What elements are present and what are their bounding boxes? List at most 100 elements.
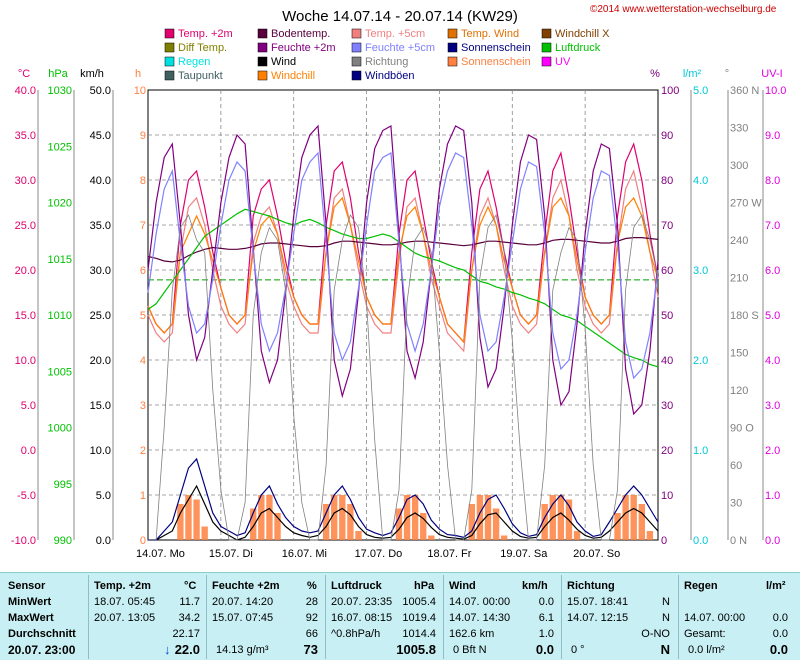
axis-tick-label: 3.0 [693, 265, 708, 277]
series-line [147, 237, 659, 263]
stats-header-wind: Wind [449, 580, 476, 592]
x-tick-label: 14.07. Mo [136, 548, 185, 560]
axis-tick-label: 5 [140, 310, 146, 322]
legend-label: Wind [271, 56, 296, 68]
temp-trend-arrow-icon: ↓ [164, 642, 171, 657]
legend-entry: Bodentemp. [257, 28, 330, 40]
axis-tick-label: -5.0 [17, 490, 36, 502]
axis-unit-label: l/m² [683, 68, 702, 80]
series-line [147, 208, 659, 368]
axis-tick-label: 1 [140, 490, 146, 502]
axis-tick-label: 9 [140, 130, 146, 142]
axis-unit-label: °C [18, 68, 30, 80]
sunshine-bar [185, 495, 192, 540]
sunshine-bar [395, 508, 403, 540]
axis-tick-label: 0.0 [21, 445, 36, 457]
axis-tick-label: 1025 [48, 141, 72, 153]
axis-tick-label: 240 [730, 235, 748, 247]
sunshine-bar [420, 513, 427, 540]
stats-header-pressure-unit: hPa [414, 580, 435, 592]
axis-tick-label: 10.0 [15, 355, 36, 367]
sunshine-bar [322, 504, 330, 540]
sunshine-bar [541, 504, 548, 540]
axis-unit-label: km/h [80, 68, 104, 80]
legend-swatch [164, 70, 175, 81]
series-line [148, 484, 659, 541]
legend-entry: Wind [257, 56, 296, 68]
axis-tick-label: 1010 [48, 310, 72, 322]
axis-tick-label: 360 N [730, 85, 759, 97]
x-tick-label: 19.07. Sa [500, 548, 548, 560]
axis-tick-label: 50 [661, 310, 673, 322]
axis-tick-label: 1020 [48, 198, 72, 210]
sunshine-bar [646, 531, 654, 540]
sunshine-bar [622, 495, 629, 540]
legend-label: Bodentemp. [271, 28, 330, 40]
stats-header-humidity: Feuchte +2m [212, 580, 280, 592]
axis-tick-label: 3 [140, 400, 146, 412]
axis-tick-label: 0 [140, 535, 146, 547]
sunshine-bar [201, 526, 208, 540]
axis-tick-label: 270 W [730, 198, 762, 210]
legend-entry: Feuchte +2m [257, 42, 336, 54]
axis-unit-label: hPa [48, 68, 68, 80]
legend-swatch [351, 56, 362, 67]
legend-entry: Luftdruck [541, 42, 601, 54]
x-tick-label: 17.07. Do [355, 548, 403, 560]
axis-unit-label: h [135, 68, 141, 80]
legend-entry: Richtung [351, 56, 408, 68]
sunshine-bar [274, 513, 281, 540]
axis-tick-label: 1.0 [693, 445, 708, 457]
chart-series [147, 124, 659, 541]
axis-tick-label: 1000 [48, 423, 72, 435]
sunshine-bar [476, 495, 484, 540]
stats-header-rain-unit: l/m² [766, 580, 786, 592]
sunshine-bar [331, 495, 338, 540]
axis-tick-label: 2 [140, 445, 146, 457]
axis-tick-label: 9.0 [765, 130, 780, 142]
axis-tick-label: 20.0 [15, 265, 36, 277]
legend-swatch [351, 28, 362, 39]
axis-tick-label: 1.0 [765, 490, 780, 502]
chart-grid [147, 89, 659, 541]
axis-unit-label: UV-I [761, 68, 782, 80]
axis-tick-label: 100 [661, 85, 679, 97]
stats-header-humidity-unit: % [307, 580, 317, 592]
sunshine-bar [630, 495, 637, 540]
axis-tick-label: 330 [730, 123, 748, 135]
legend-label: Temp. +5cm [365, 28, 425, 40]
axis-tick-label: 70 [661, 220, 673, 232]
series-line [148, 457, 659, 541]
axis-tick-label: 90 O [730, 423, 754, 435]
axis-tick-label: 0.0 [693, 535, 708, 547]
legend-label: Taupunkt [178, 70, 223, 82]
axis-tick-label: 25.0 [15, 220, 36, 232]
axis-tick-label: 5.0 [693, 85, 708, 97]
legend-swatch [541, 56, 552, 67]
axis-tick-label: 0 N [730, 535, 747, 547]
legend-label: Windchill [271, 70, 315, 82]
legend-entry: Sonnenschein [447, 56, 531, 68]
axis-tick-label: 1015 [48, 254, 72, 266]
axis-tick-label: 995 [54, 479, 72, 491]
legend-swatch [257, 70, 268, 81]
axis-tick-label: 180 S [730, 310, 759, 322]
stats-header-temp-unit: °C [184, 580, 197, 592]
axis-tick-label: 15.0 [90, 400, 111, 412]
x-tick-label: 16.07. Mi [282, 548, 327, 560]
legend-entry: Windchill X [541, 28, 610, 40]
legend-label: Diff Temp. [178, 42, 227, 54]
stats-header-rain: Regen [684, 580, 718, 592]
axis-tick-label: 150 [730, 348, 748, 360]
legend-label: Richtung [365, 56, 408, 68]
sunshine-bar [193, 499, 200, 540]
legend-entry: Taupunkt [164, 70, 223, 82]
series-line [147, 151, 659, 380]
axis-tick-label: 90 [661, 130, 673, 142]
sunshine-bar [492, 508, 500, 540]
legend-label: Feuchte +5cm [365, 42, 435, 54]
legend-label: Temp. Wind [461, 28, 519, 40]
axis-tick-label: 35.0 [90, 220, 111, 232]
axis-tick-label: 30.0 [15, 175, 36, 187]
stats-header-temp: Temp. +2m [94, 580, 151, 592]
